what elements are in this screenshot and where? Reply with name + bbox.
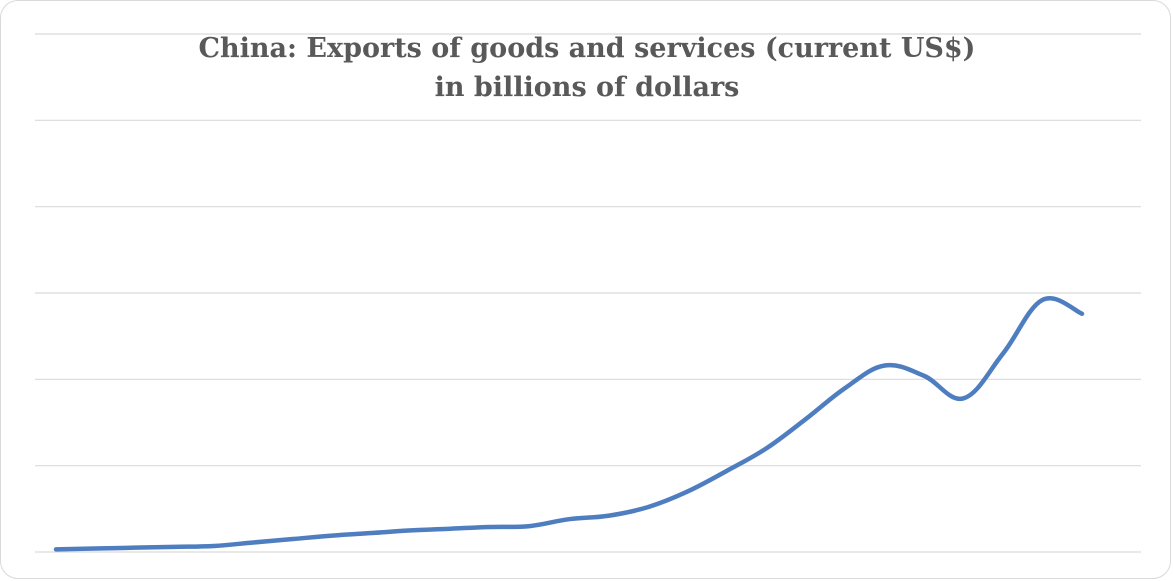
data-point [370, 531, 374, 535]
data-point [449, 527, 453, 531]
data-point [922, 374, 926, 378]
data-point [725, 469, 729, 473]
series-line [53, 296, 1085, 552]
series-layer [53, 296, 1085, 552]
data-point [133, 546, 137, 550]
data-point [172, 545, 176, 549]
data-point [93, 547, 97, 551]
data-point [843, 386, 847, 390]
data-point [606, 514, 610, 518]
data-point [291, 537, 295, 541]
data-point [488, 525, 492, 529]
data-point [251, 541, 255, 545]
data-point [804, 417, 808, 421]
chart-title: China: Exports of goods and services (cu… [199, 33, 976, 64]
data-point [883, 364, 887, 368]
data-point [685, 490, 689, 494]
gridlines [35, 33, 1141, 553]
data-point [330, 534, 334, 538]
chart-subtitle: in billions of dollars [435, 72, 740, 103]
data-point [962, 396, 966, 400]
data-point [409, 528, 413, 532]
data-point [212, 544, 216, 548]
data-point [1041, 298, 1045, 302]
data-point [1080, 312, 1084, 316]
data-point [1001, 351, 1005, 355]
data-point [646, 505, 650, 509]
data-point [528, 524, 532, 528]
data-point [54, 547, 58, 551]
data-point [567, 517, 571, 521]
data-point [764, 446, 768, 450]
